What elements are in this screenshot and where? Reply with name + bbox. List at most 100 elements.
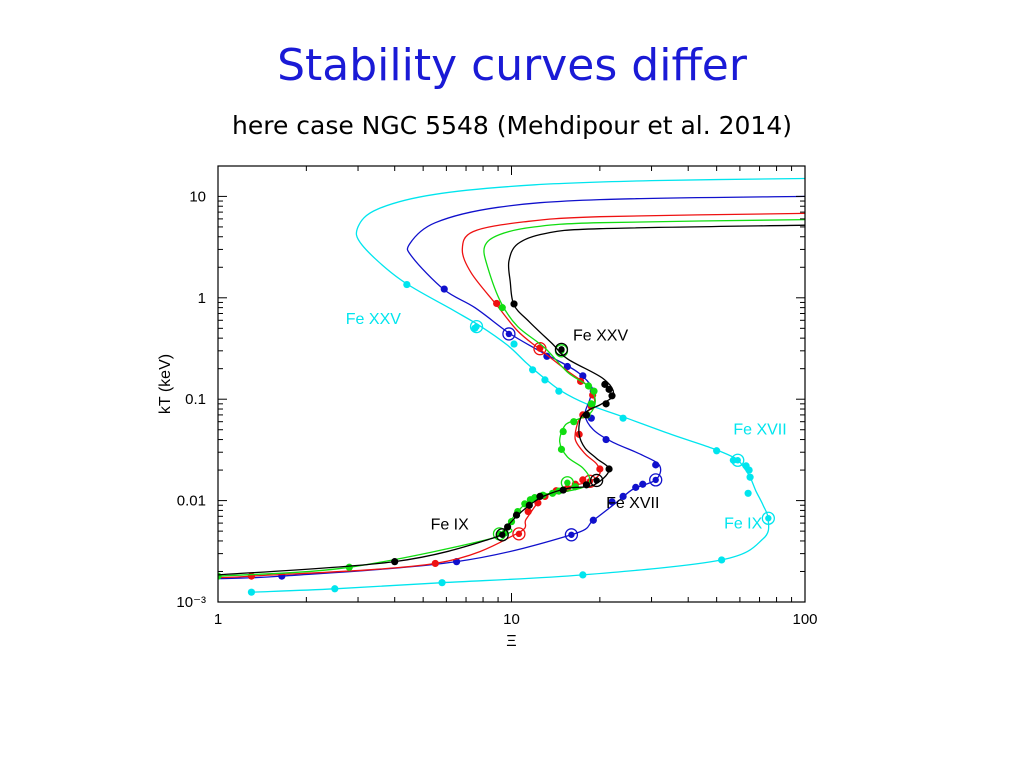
data-point bbox=[582, 481, 591, 489]
ion-marker-point bbox=[499, 531, 506, 538]
ion-marker-ring bbox=[502, 327, 516, 341]
ion-marker-ring bbox=[731, 453, 745, 467]
ion-marker-point bbox=[568, 531, 575, 538]
series-line bbox=[218, 224, 805, 576]
y-tick-label: 0.01 bbox=[177, 493, 206, 510]
ion-marker-point bbox=[765, 515, 772, 522]
data-point bbox=[584, 382, 593, 390]
ion-marker-ring bbox=[649, 473, 663, 487]
x-tick-label: 10 bbox=[503, 611, 520, 628]
data-point bbox=[536, 492, 544, 501]
data-point bbox=[528, 366, 537, 374]
ion-marker-point bbox=[536, 345, 544, 352]
data-point bbox=[391, 558, 399, 566]
data-point bbox=[713, 447, 721, 455]
x-tick-label: 100 bbox=[792, 611, 817, 628]
ion-marker-ring bbox=[761, 511, 775, 525]
data-point bbox=[746, 473, 754, 481]
data-point bbox=[718, 556, 726, 564]
data-point bbox=[555, 387, 563, 395]
data-point bbox=[438, 579, 446, 587]
y-tick-label: 10 bbox=[189, 188, 206, 205]
data-point bbox=[582, 411, 591, 419]
ion-label: Fe IX bbox=[724, 516, 763, 533]
data-point bbox=[605, 385, 613, 393]
data-point bbox=[619, 414, 627, 422]
data-point bbox=[559, 486, 567, 494]
data-point bbox=[602, 400, 610, 408]
y-tick-label: 0.1 bbox=[185, 391, 206, 408]
annotations: Fe XXV Fe XXV Fe XVII Fe XVII Fe IX Fe IX bbox=[346, 311, 787, 533]
x-tick-label: 1 bbox=[214, 611, 222, 628]
data-point bbox=[498, 304, 506, 312]
ion-marker-point bbox=[652, 476, 659, 484]
data-point bbox=[563, 362, 571, 371]
data-point bbox=[587, 400, 595, 408]
y-axis-label: kT (keV) bbox=[157, 354, 174, 414]
ion-label: Fe XVII bbox=[606, 495, 659, 512]
ion-marker-point bbox=[558, 346, 565, 353]
data-point bbox=[247, 572, 256, 580]
ion-label: Fe XXV bbox=[346, 311, 401, 328]
ion-marker-point bbox=[734, 457, 741, 464]
data-point bbox=[632, 483, 640, 491]
data-point bbox=[557, 445, 566, 453]
ion-marker-point bbox=[473, 323, 480, 330]
data-point bbox=[524, 507, 532, 516]
data-point bbox=[504, 523, 512, 531]
data-point bbox=[596, 465, 604, 473]
ion-label: Fe XVII bbox=[733, 421, 786, 438]
data-point bbox=[744, 489, 752, 497]
data-point bbox=[525, 501, 533, 509]
data-point bbox=[493, 299, 501, 308]
data-point bbox=[602, 435, 610, 444]
data-point bbox=[247, 588, 256, 596]
data-point bbox=[579, 571, 587, 579]
data-point bbox=[512, 511, 521, 519]
series-line bbox=[251, 177, 805, 593]
ion-marker-point bbox=[505, 330, 513, 338]
ion-marker-ring bbox=[512, 527, 526, 541]
ion-marker-ring bbox=[495, 528, 509, 542]
plot-series bbox=[218, 177, 805, 596]
data-point bbox=[331, 585, 339, 593]
data-point bbox=[510, 340, 518, 348]
data-point bbox=[345, 563, 353, 571]
data-point bbox=[440, 285, 448, 293]
slide-subtitle: here case NGC 5548 (Mehdipour et al. 201… bbox=[231, 111, 792, 140]
data-point bbox=[579, 372, 587, 380]
axis-ticks: 1 10 100 10⁻³ 0.01 0.1 1 10 bbox=[176, 166, 818, 628]
data-point bbox=[605, 465, 613, 473]
data-point bbox=[510, 300, 518, 308]
data-point bbox=[403, 280, 411, 289]
data-point bbox=[742, 462, 750, 470]
data-point bbox=[608, 498, 616, 506]
data-point bbox=[608, 392, 616, 400]
data-point bbox=[639, 480, 647, 488]
ion-marker-point bbox=[515, 530, 523, 538]
data-point bbox=[619, 492, 627, 501]
slide-title: Stability curves differ bbox=[277, 40, 747, 91]
ion-marker-ring bbox=[589, 473, 604, 488]
data-point bbox=[543, 352, 551, 360]
ion-marker-point bbox=[593, 477, 600, 484]
series-0 bbox=[247, 177, 805, 596]
ion-marker-ring bbox=[564, 528, 579, 542]
data-point bbox=[431, 559, 439, 568]
ion-marker-ring bbox=[554, 342, 569, 357]
y-tick-label: 1 bbox=[198, 290, 206, 307]
x-axis-label: Ξ bbox=[506, 633, 516, 650]
data-point bbox=[652, 461, 660, 469]
series-line bbox=[218, 195, 805, 580]
y-tick-label: 10⁻³ bbox=[176, 594, 206, 611]
series-1 bbox=[218, 195, 805, 580]
data-point bbox=[601, 380, 609, 388]
ion-label: Fe IX bbox=[431, 516, 470, 533]
data-point bbox=[589, 516, 597, 524]
data-point bbox=[570, 418, 578, 426]
data-point bbox=[559, 427, 567, 436]
data-point bbox=[590, 387, 598, 395]
series-4 bbox=[218, 224, 805, 576]
ion-label: Fe XXV bbox=[573, 327, 628, 344]
